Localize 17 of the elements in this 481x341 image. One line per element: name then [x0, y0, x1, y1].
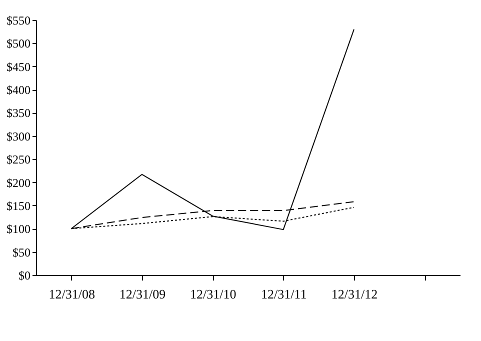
- y-tick-label: $450: [6, 60, 30, 74]
- y-tick-label: $0: [18, 268, 30, 282]
- y-tick-label: $200: [6, 176, 30, 190]
- x-tick-label: 12/31/08: [48, 286, 95, 302]
- y-tick-label: $500: [6, 36, 30, 51]
- y-tick-label: $400: [6, 83, 30, 98]
- x-tick-label: 12/31/09: [119, 286, 166, 302]
- y-tick-label: $250: [6, 152, 30, 167]
- y-tick-label: $50: [12, 245, 30, 260]
- y-tick-label: $550: [6, 14, 30, 28]
- y-tick-label: $150: [6, 198, 30, 213]
- y-tick-label: $300: [6, 129, 30, 144]
- x-tick-label: 12/31/10: [190, 286, 236, 302]
- x-tick-label: 12/31/11: [260, 286, 307, 302]
- y-tick-label: $350: [6, 106, 30, 120]
- x-tick-label: 12/31/12: [331, 286, 378, 302]
- y-tick-label: $100: [6, 222, 30, 236]
